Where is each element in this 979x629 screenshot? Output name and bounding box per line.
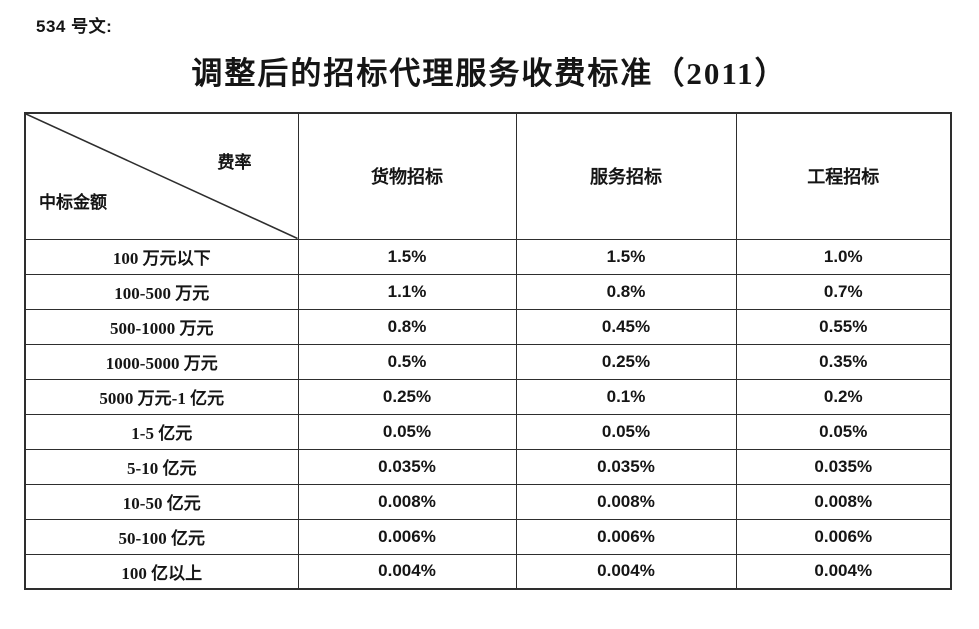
table-row: 1000-5000 万元 0.5% 0.25% 0.35% — [24, 343, 952, 380]
amount-range-label: 1000-5000 万元 — [24, 343, 299, 380]
rate-cell: 1.5% — [297, 238, 517, 275]
column-header-engineering: 工程招标 — [735, 112, 952, 240]
table-row: 100 亿以上 0.004% 0.004% 0.004% — [24, 553, 952, 590]
rate-cell: 0.004% — [515, 553, 737, 590]
rate-cell: 0.004% — [735, 553, 952, 590]
corner-label-rate: 费率 — [217, 153, 252, 172]
table-row: 500-1000 万元 0.8% 0.45% 0.55% — [24, 308, 952, 345]
amount-range-label: 1-5 亿元 — [24, 413, 299, 450]
rate-cell: 0.008% — [735, 483, 952, 520]
rate-cell: 0.035% — [735, 448, 952, 485]
amount-range-label: 50-100 亿元 — [24, 518, 299, 555]
table-row: 1-5 亿元 0.05% 0.05% 0.05% — [24, 413, 952, 450]
diagonal-divider-line — [26, 114, 298, 239]
column-header-services: 服务招标 — [515, 112, 737, 240]
rate-cell: 0.008% — [515, 483, 737, 520]
rate-cell: 1.5% — [515, 238, 737, 275]
rate-cell: 0.035% — [515, 448, 737, 485]
rate-cell: 1.1% — [297, 273, 517, 310]
rate-cell: 0.006% — [735, 518, 952, 555]
rate-cell: 1.0% — [735, 238, 952, 275]
amount-range-label: 5000 万元-1 亿元 — [24, 378, 299, 415]
column-header-goods: 货物招标 — [297, 112, 517, 240]
table-row: 5000 万元-1 亿元 0.25% 0.1% 0.2% — [24, 378, 952, 415]
rate-cell: 0.8% — [515, 273, 737, 310]
rate-cell: 0.035% — [297, 448, 517, 485]
table-row: 100-500 万元 1.1% 0.8% 0.7% — [24, 273, 952, 310]
rate-cell: 0.7% — [735, 273, 952, 310]
rate-cell: 0.5% — [297, 343, 517, 380]
rate-cell: 0.004% — [297, 553, 517, 590]
corner-header-cell: 费率 中标金额 — [24, 112, 299, 240]
amount-range-label: 100 亿以上 — [24, 553, 299, 590]
rate-cell: 0.05% — [515, 413, 737, 450]
table-row: 100 万元以下 1.5% 1.5% 1.0% — [24, 238, 952, 275]
amount-range-label: 100-500 万元 — [24, 273, 299, 310]
doc-number-label: 534 号文: — [36, 17, 113, 36]
amount-range-label: 500-1000 万元 — [24, 308, 299, 345]
rate-cell: 0.008% — [297, 483, 517, 520]
rate-cell: 0.55% — [735, 308, 952, 345]
rate-cell: 0.2% — [735, 378, 952, 415]
fee-rate-table: 费率 中标金额 货物招标 服务招标 工程招标 100 万元以下 1.5% 1.5… — [24, 112, 952, 590]
rate-cell: 0.006% — [515, 518, 737, 555]
amount-range-label: 100 万元以下 — [24, 238, 299, 275]
table-row: 50-100 亿元 0.006% 0.006% 0.006% — [24, 518, 952, 555]
amount-range-label: 10-50 亿元 — [24, 483, 299, 520]
table-row: 10-50 亿元 0.008% 0.008% 0.008% — [24, 483, 952, 520]
amount-range-label: 5-10 亿元 — [24, 448, 299, 485]
rate-cell: 0.35% — [735, 343, 952, 380]
page-title: 调整后的招标代理服务收费标准（2011） — [191, 56, 788, 91]
rate-cell: 0.45% — [515, 308, 737, 345]
table-row: 5-10 亿元 0.035% 0.035% 0.035% — [24, 448, 952, 485]
rate-cell: 0.1% — [515, 378, 737, 415]
rate-cell: 0.05% — [735, 413, 952, 450]
rate-cell: 0.8% — [297, 308, 517, 345]
corner-label-amount: 中标金额 — [39, 192, 107, 212]
rate-cell: 0.25% — [515, 343, 737, 380]
rate-cell: 0.25% — [297, 378, 517, 415]
rate-cell: 0.006% — [297, 518, 517, 555]
rate-cell: 0.05% — [297, 413, 517, 450]
header-row: 费率 中标金额 货物招标 服务招标 工程招标 — [24, 112, 952, 240]
